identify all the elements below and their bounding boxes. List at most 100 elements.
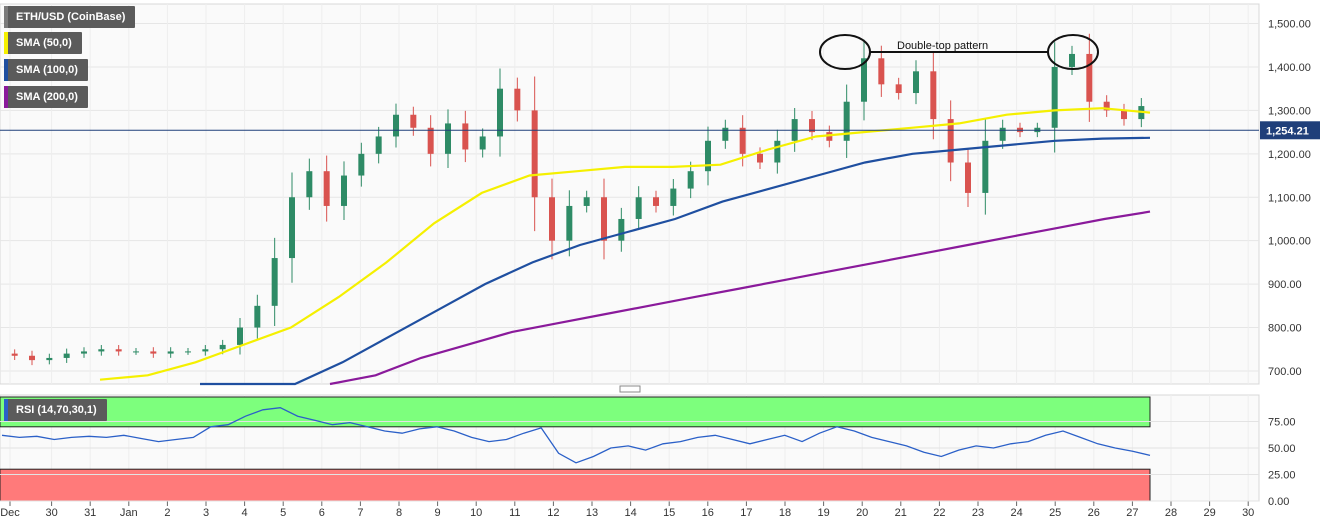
sma200-line (329, 210, 1151, 386)
price-tick-label: 1,000.00 (1268, 236, 1311, 248)
symbol-swatch (4, 6, 8, 28)
sma50-legend[interactable]: SMA (50,0) (4, 32, 82, 54)
candle-body (861, 58, 867, 102)
time-tick-label: 16 (702, 507, 714, 519)
candle-body (11, 353, 18, 356)
symbol-legend[interactable]: ETH/USD (CoinBase) (4, 6, 136, 28)
candle-body (271, 258, 278, 306)
candle-body (63, 353, 70, 358)
rsi-line (1, 407, 1151, 464)
candle-body (202, 349, 209, 352)
time-tick-label: 13 (586, 507, 598, 519)
candle-body (358, 153, 365, 176)
candle-body (393, 114, 399, 137)
candle-body (826, 132, 833, 141)
candle-body (254, 305, 261, 328)
rsi-legend[interactable]: RSI (14,70,30,1) (4, 399, 107, 421)
rsi-swatch (4, 399, 8, 421)
candle-body (306, 171, 313, 198)
rsi-label: RSI (14,70,30,1) (16, 404, 97, 416)
candle-body (410, 114, 417, 128)
price-tick-label: 1,200.00 (1268, 149, 1311, 161)
candle-body (670, 188, 677, 206)
time-tick-label: 17 (740, 507, 752, 519)
time-tick-label: 25 (1049, 507, 1061, 519)
time-tick-label: 31 (84, 507, 96, 519)
candle-body (531, 110, 538, 198)
candle-body (843, 101, 850, 141)
candle-body (895, 84, 902, 94)
time-tick-label: 7 (357, 507, 363, 519)
price-tick-label: 900.00 (1268, 279, 1302, 291)
time-tick-label: 14 (624, 507, 636, 519)
candle-body (653, 197, 659, 206)
candle-body (947, 119, 954, 163)
time-tick-label: 4 (242, 507, 248, 519)
candle-body (722, 127, 729, 141)
rsi-tick-label: 75.00 (1268, 417, 1296, 429)
candle-body (1069, 53, 1075, 67)
candle-body (445, 123, 451, 154)
candle-body (583, 197, 590, 206)
candle-body (774, 140, 781, 163)
rsi-tick-label: 25.00 (1268, 470, 1296, 482)
price-tick-label: 1,500.00 (1268, 19, 1311, 31)
price-tick-label: 700.00 (1268, 366, 1302, 378)
candle-body (219, 344, 226, 350)
time-tick-label: 6 (319, 507, 325, 519)
candle-body (705, 140, 711, 172)
candle-body (323, 171, 330, 206)
candle-body (1121, 110, 1127, 120)
time-tick-label: 10 (470, 507, 482, 519)
time-tick-label: 5 (280, 507, 286, 519)
candle-body (913, 71, 919, 94)
rsi-tick-label: 0.00 (1268, 496, 1289, 508)
time-tick-label: 11 (509, 507, 520, 519)
candle-body (1103, 101, 1110, 111)
candle-body (185, 351, 191, 353)
sma100-legend[interactable]: SMA (100,0) (4, 59, 88, 81)
candle-body (150, 351, 157, 354)
time-tick-label: 29 (1203, 507, 1215, 519)
candle-body (878, 58, 885, 85)
candle-body (115, 349, 122, 352)
candle-body (341, 175, 347, 206)
candle-body (98, 349, 105, 352)
time-tick-label: 22 (933, 507, 945, 519)
time-tick-label: Jan (120, 507, 138, 519)
price-tick-label: 800.00 (1268, 323, 1302, 335)
price-tick-label: 1,300.00 (1268, 105, 1311, 117)
sma50-swatch (4, 32, 8, 54)
candle-body (514, 88, 521, 111)
time-tick-label: 20 (856, 507, 868, 519)
candle-body (133, 351, 139, 353)
candle-body (739, 127, 746, 154)
pane-resize-handle[interactable] (619, 385, 641, 393)
candle-body (462, 123, 469, 150)
candle-body (757, 153, 763, 163)
time-tick-label: 15 (663, 507, 675, 519)
candle-body (29, 355, 35, 361)
sma100-swatch (4, 59, 8, 81)
candle-body (566, 205, 573, 241)
sma200-legend[interactable]: SMA (200,0) (4, 86, 88, 108)
time-tick-label: 3 (203, 507, 209, 519)
candle-body (81, 351, 87, 354)
sma100-line (200, 136, 1151, 386)
time-tick-label: 30 (45, 507, 57, 519)
candle-body (999, 127, 1006, 141)
time-tick-label: Dec (0, 507, 20, 519)
time-tick-label: 12 (547, 507, 559, 519)
time-tick-label: 26 (1088, 507, 1100, 519)
candle-body (237, 327, 243, 345)
double-top-annotation: Double-top pattern (897, 40, 988, 52)
candle-body (618, 218, 625, 241)
time-tick-label: 9 (435, 507, 441, 519)
candle-body (930, 71, 937, 120)
rsi-tick-label: 50.00 (1268, 443, 1296, 455)
time-tick-label: 23 (972, 507, 984, 519)
time-tick-label: 19 (817, 507, 829, 519)
sma200-swatch (4, 86, 8, 108)
price-tick-label: 1,400.00 (1268, 62, 1311, 74)
